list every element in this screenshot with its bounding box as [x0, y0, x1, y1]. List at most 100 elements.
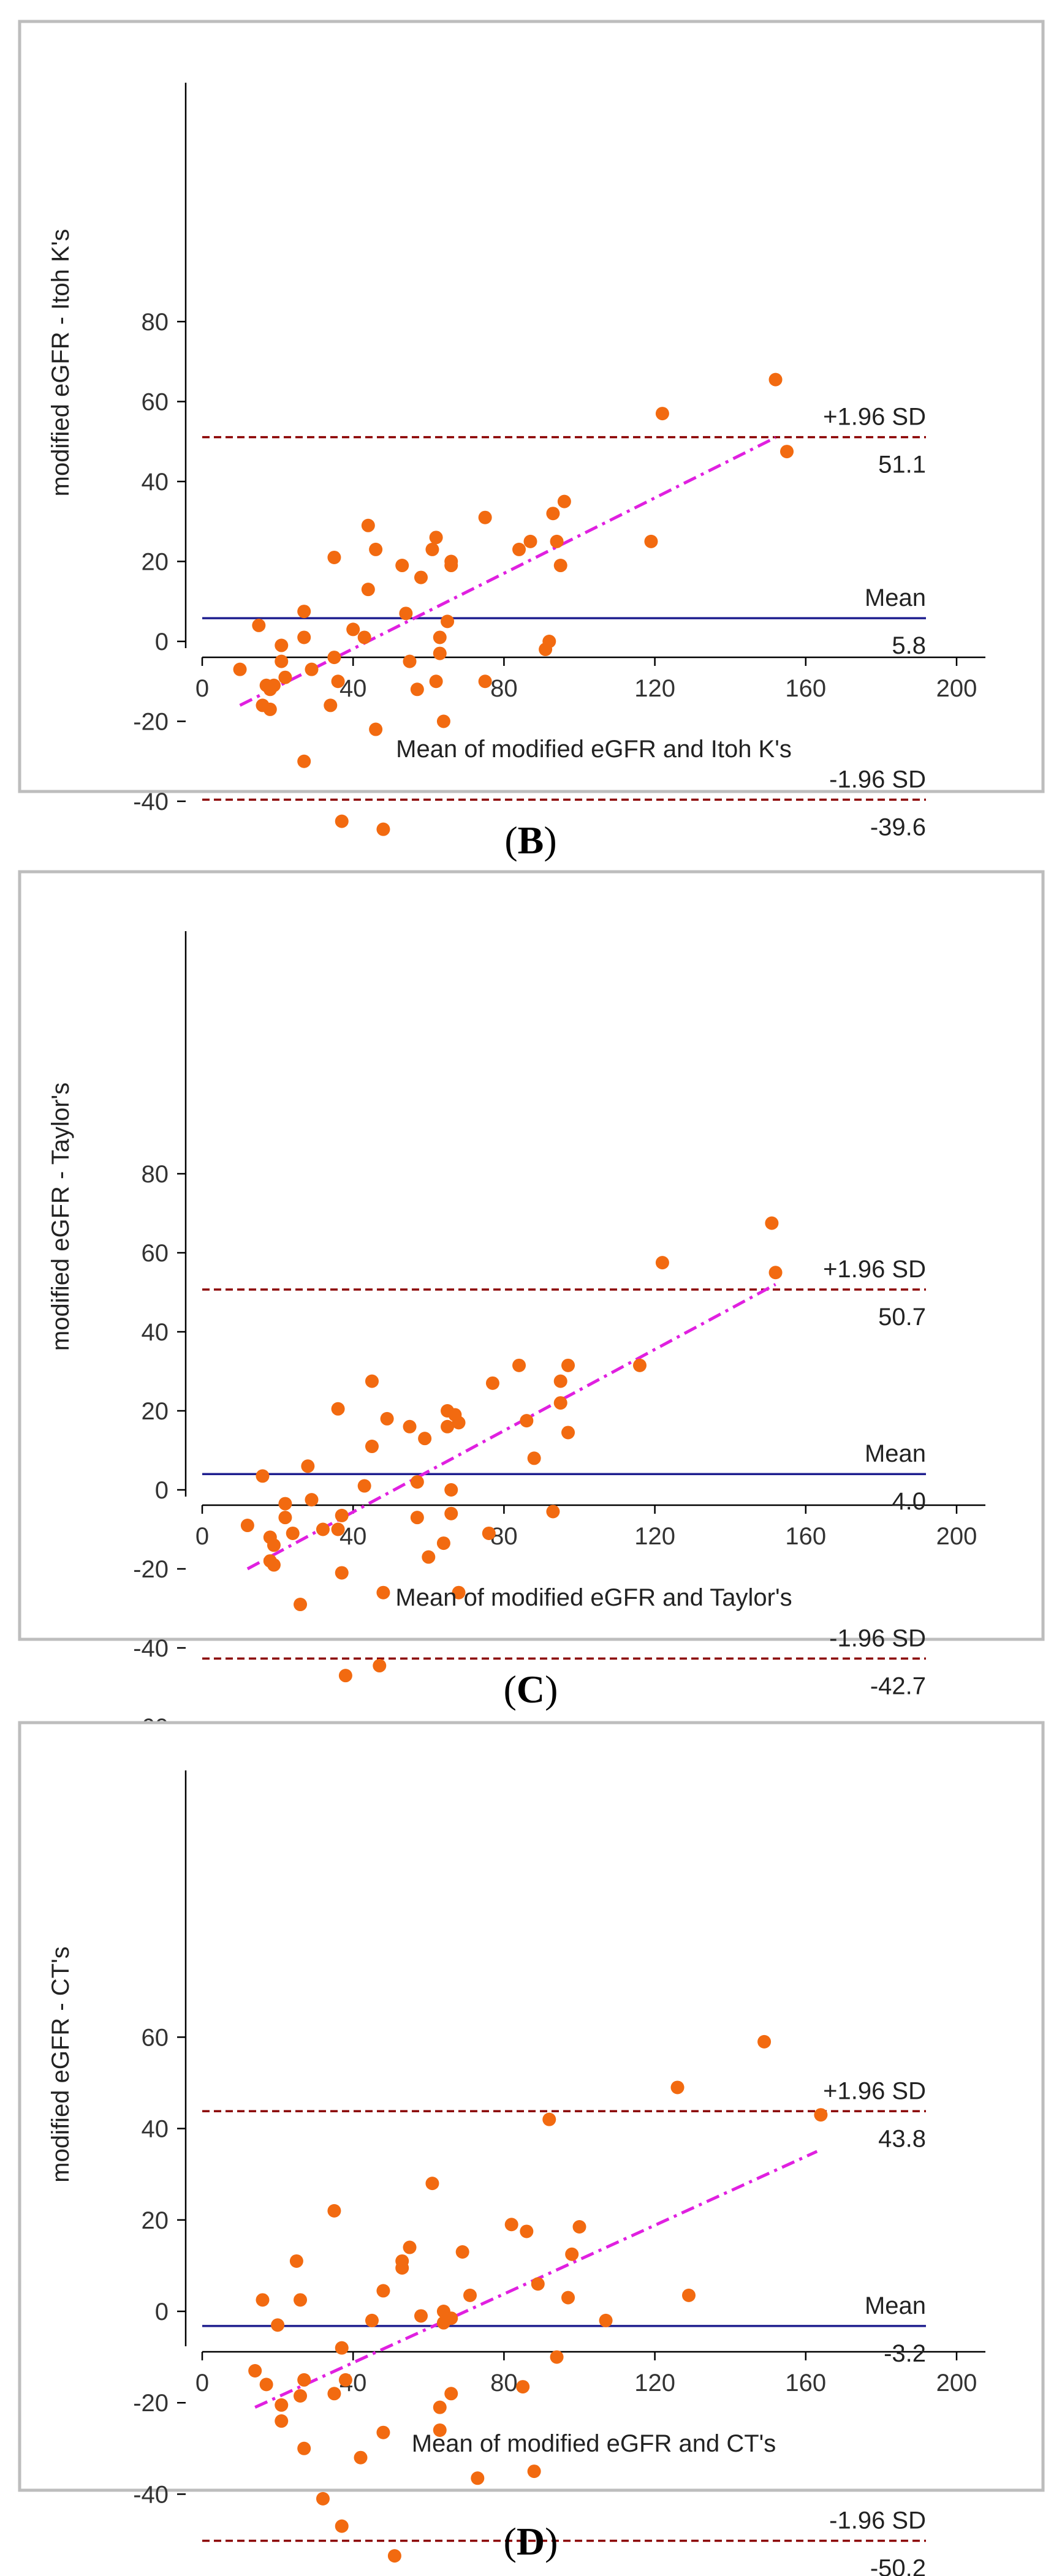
- panel-c-regression-line: [246, 1283, 776, 1571]
- panel-c-y-tick-label: -40: [133, 1635, 169, 1662]
- panel-d-x-tick-label: 160: [785, 2370, 826, 2397]
- panel-c-x-tick-label: 120: [634, 1523, 675, 1550]
- panel-d-data-point: [670, 2080, 685, 2094]
- panel-b-data-point: [324, 698, 338, 712]
- panel-b-mean-value: 5.8: [892, 632, 926, 659]
- panel-d-data-point: [599, 2313, 613, 2327]
- panel-b-data-point: [550, 534, 564, 548]
- panel-c-data-point: [410, 1475, 424, 1489]
- panel-b-data-point: [297, 754, 311, 768]
- panel-c-data-point: [444, 1483, 458, 1497]
- panel-d-data-point: [297, 2441, 311, 2455]
- panel-b-data-point: [327, 651, 341, 665]
- panel-c-data-point: [452, 1416, 466, 1430]
- panel-label-b: (B): [504, 818, 556, 862]
- panel-c-data-point: [561, 1426, 575, 1440]
- panel-c-data-point: [286, 1526, 300, 1540]
- panel-c-data-point: [768, 1266, 783, 1280]
- panel-b-data-point: [429, 674, 443, 689]
- panel-b-x-tick-label: 200: [936, 675, 977, 702]
- panel-d-data-point: [425, 2177, 439, 2191]
- panel-d-data-point: [542, 2112, 556, 2126]
- panel-d-x-axis-title: Mean of modified eGFR and CT's: [412, 2430, 776, 2457]
- panel-b-data-point: [361, 518, 375, 532]
- panel-b-data-point: [429, 531, 443, 545]
- panel-b-y-axis-title: modified eGFR - Itoh K's: [47, 229, 74, 497]
- panel-d-x-tick-label: 120: [634, 2370, 675, 2397]
- panel-b-data-point: [403, 654, 417, 668]
- panel-b-data-point: [546, 507, 560, 521]
- panel-c-data-point: [294, 1598, 308, 1612]
- panel-c-data-point: [512, 1358, 526, 1372]
- panel-b-y-tick-label: 60: [142, 389, 169, 416]
- panel-d-data-point: [289, 2254, 303, 2268]
- panel-b-data-point: [395, 559, 409, 573]
- panel-b-y-tick-label: 80: [142, 309, 169, 336]
- panel-d-data-point: [395, 2254, 409, 2268]
- panel-d-data-point: [471, 2471, 485, 2485]
- panel-b-data-point: [553, 559, 567, 573]
- panel-c-data-point: [520, 1414, 534, 1428]
- panel-c-y-tick-label: 20: [142, 1398, 169, 1425]
- panel-d-data-point: [814, 2108, 828, 2122]
- panel-b-upper-loa-value: 51.1: [878, 451, 926, 478]
- panel-d-y-tick-label: -20: [133, 2390, 169, 2417]
- panel-b-y-tick-label: -20: [133, 709, 169, 736]
- panel-b-y-tick-label: 0: [155, 629, 169, 655]
- panel-c-data-point: [561, 1358, 575, 1372]
- panel-c-lower-loa-label: -1.96 SD: [829, 1625, 926, 1652]
- panel-c-y-axis-title: modified eGFR - Taylor's: [47, 1082, 74, 1351]
- panel-c-data-point: [365, 1374, 379, 1388]
- panel-c-data-point: [278, 1511, 292, 1525]
- panel-d-lower-loa-value: -50.2: [870, 2555, 926, 2576]
- panel-d-data-point: [335, 2519, 349, 2533]
- panel-c-data-point: [632, 1358, 647, 1372]
- panel-d-data-point: [365, 2313, 379, 2327]
- panel-b-data-point: [335, 814, 349, 828]
- panel-d-data-point: [463, 2288, 477, 2302]
- panel-d-data-point: [516, 2380, 530, 2394]
- panel-d-data-point: [327, 2387, 341, 2401]
- panel-d-x-tick-label: 200: [936, 2370, 977, 2397]
- panel-b-data-point: [433, 646, 447, 660]
- panel-b-data-point: [399, 606, 413, 621]
- panel-b-data-point: [369, 542, 383, 556]
- panel-c-data-point: [441, 1419, 455, 1433]
- panel-b-data-point: [275, 654, 289, 668]
- panel-d-data-point: [259, 2378, 273, 2392]
- panel-d-data-point: [354, 2450, 368, 2465]
- panel-d-data-point: [757, 2034, 772, 2049]
- panel-b-data-point: [275, 638, 289, 652]
- panel-b-data-point: [542, 635, 556, 648]
- panel-d-data-point: [376, 2284, 390, 2298]
- panel-d-y-axis-title: modified eGFR - CT's: [47, 1946, 74, 2183]
- panel-d-data-point: [403, 2240, 417, 2254]
- panel-c-data-point: [553, 1374, 567, 1388]
- panel-c-frame: [18, 870, 1045, 1641]
- panel-b-data-point: [410, 682, 424, 697]
- panel-d-data-point: [271, 2318, 285, 2332]
- panel-label-d: (D): [504, 2520, 558, 2563]
- panel-c-data-point: [482, 1526, 496, 1540]
- panel-b-data-point: [655, 407, 669, 421]
- panel-b-lower-loa-label: -1.96 SD: [829, 766, 926, 793]
- panel-b-data-point: [305, 662, 319, 676]
- panel-c-x-tick-label: 160: [785, 1523, 826, 1550]
- panel-d-upper-loa-label: +1.96 SD: [823, 2077, 926, 2104]
- panel-d-y-tick-label: -40: [133, 2481, 169, 2508]
- panel-b-data-point: [278, 670, 292, 684]
- panel-c-data-point: [331, 1402, 345, 1416]
- panel-d-data-point: [433, 2423, 447, 2437]
- panel-c-data-point: [485, 1376, 499, 1390]
- panel-b-x-tick-label: 80: [490, 675, 518, 702]
- panel-b-data-point: [327, 550, 341, 564]
- panel-b-x-axis-title: Mean of modified eGFR and Itoh K's: [396, 736, 792, 763]
- panel-b-data-point: [478, 674, 492, 689]
- panel-b-mean-label: Mean: [865, 584, 926, 611]
- panel-c-data-point: [444, 1506, 458, 1520]
- panel-c-data-point: [335, 1508, 349, 1522]
- panel-c-data-point: [338, 1669, 352, 1683]
- panel-d-data-point: [531, 2277, 545, 2291]
